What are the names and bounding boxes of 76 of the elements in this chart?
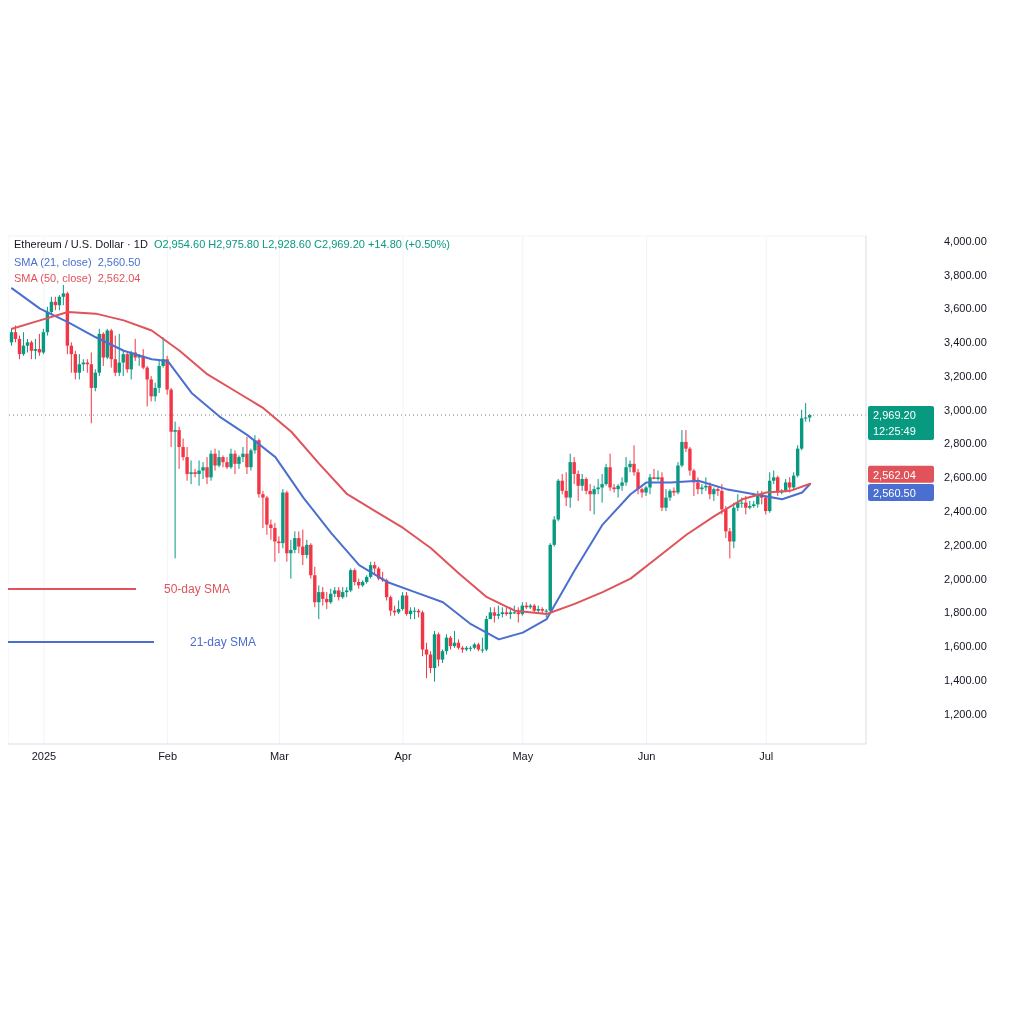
text: 2,560.50: [873, 487, 916, 500]
candlestick: [197, 459, 201, 487]
candlestick: [712, 486, 716, 502]
y-tick-label: 3,400.00: [944, 336, 987, 349]
candlestick: [305, 539, 309, 559]
candlestick: [177, 426, 181, 470]
x-tick-label: Jun: [637, 749, 656, 762]
candlestick: [61, 284, 66, 306]
y-tick-label: 3,200.00: [944, 369, 987, 382]
chart-title: Ethereum / U.S. Dollar · 1D: [14, 238, 148, 250]
candlestick: [572, 456, 576, 485]
candlestick: [672, 486, 676, 497]
candlestick: [273, 522, 277, 563]
candlestick: [213, 448, 217, 472]
candlestick: [608, 453, 612, 492]
candlestick: [217, 449, 221, 468]
candlestick: [301, 529, 305, 566]
candlestick: [73, 350, 78, 380]
text: 12:25:49: [873, 425, 916, 438]
candlestick: [803, 402, 808, 423]
candlestick: [229, 448, 233, 470]
x-tick-label: Apr: [394, 749, 412, 762]
y-tick-label: 1,400.00: [944, 673, 987, 686]
annotation: 21-day SMA: [190, 635, 257, 649]
candlestick: [205, 456, 209, 485]
y-tick-label: 2,600.00: [944, 471, 987, 484]
y-tick-label: 3,000.00: [944, 403, 987, 416]
y-tick-label: 2,800.00: [944, 437, 987, 450]
candlestick: [624, 456, 628, 487]
annotation: O2,954.60 H2,975.80 L2,928.60 C2,969.20 +14.80 (+0.50%): [153, 238, 450, 250]
annotation: 2,562.04: [97, 271, 141, 286]
x-tick-label: 2025: [31, 749, 57, 762]
series-label: SMA (21, close): [14, 255, 92, 270]
candlestick: [29, 340, 34, 360]
candlestick: [193, 468, 197, 478]
y-tick-label: 1,600.00: [944, 640, 987, 653]
annotation: 50-day SMA: [164, 582, 231, 596]
candlestick: [321, 586, 325, 607]
y-tick-label: 2,200.00: [944, 538, 987, 551]
candlestick: [173, 421, 177, 559]
candlestick: [652, 468, 656, 480]
text: SMA (50, close): [14, 271, 92, 286]
y-tick-label: 1,200.00: [944, 707, 987, 720]
candlestick: [664, 488, 668, 512]
y-tick-label: 2,000.00: [944, 572, 987, 585]
candlestick: [121, 350, 125, 377]
y-tick-label: 3,600.00: [944, 302, 987, 315]
y-tick-label: 4,000.00: [944, 234, 987, 247]
candlestick: [225, 456, 229, 470]
x-tick-label: Feb: [158, 749, 178, 762]
candlestick: [400, 591, 405, 612]
y-tick-label: 1,800.00: [944, 606, 987, 619]
candlestick: [404, 591, 409, 617]
text: 2,562.04: [873, 468, 916, 481]
x-tick-label: Mar: [269, 749, 290, 762]
x-tick-label: May: [512, 749, 534, 762]
candlestick: [388, 594, 393, 617]
candlestick: [33, 338, 38, 360]
ref-line-label: 2,969.20: [873, 409, 916, 422]
candlestick: [564, 471, 568, 507]
annotation: 2,560.50: [97, 255, 141, 270]
x-tick-label: Jul: [759, 749, 774, 762]
candlestick: [656, 470, 660, 482]
candlestick: [209, 449, 213, 482]
candlestick: [424, 642, 429, 679]
candlestick: [233, 449, 237, 475]
candlestick: [221, 454, 225, 468]
candlestick: [77, 353, 82, 380]
y-tick-label: 3,800.00: [944, 268, 987, 281]
candlestick: [293, 530, 297, 554]
candlestick: [89, 351, 94, 424]
candlestick: [189, 459, 193, 485]
y-tick-label: 2,400.00: [944, 505, 987, 517]
candlestick: [480, 637, 485, 654]
candlestick: [113, 335, 117, 377]
candlestick: [245, 436, 249, 475]
